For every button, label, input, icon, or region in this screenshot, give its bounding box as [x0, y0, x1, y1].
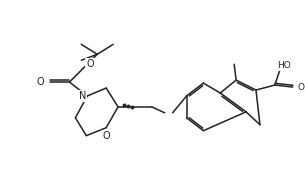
Text: O: O	[36, 77, 44, 87]
Text: HO: HO	[277, 61, 291, 70]
Text: N: N	[79, 91, 86, 101]
Text: O: O	[102, 131, 110, 141]
Text: O: O	[298, 83, 305, 91]
Text: O: O	[86, 59, 94, 69]
